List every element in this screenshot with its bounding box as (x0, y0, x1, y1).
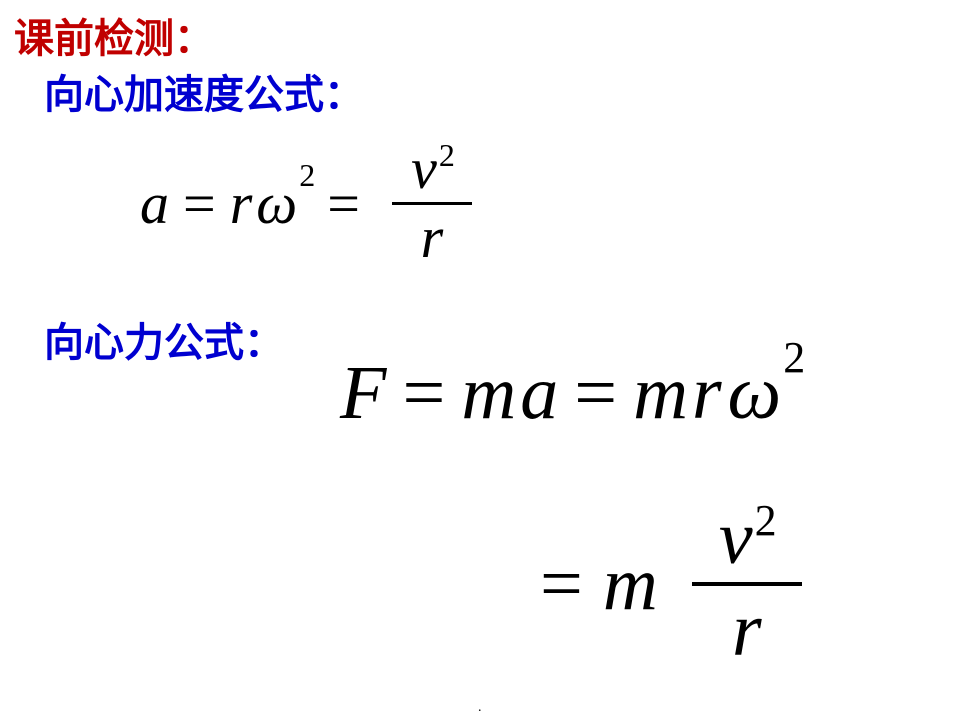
title-main: 课前检测： (14, 6, 214, 64)
sym-v: v (411, 136, 437, 201)
sym-v3-sq: 2 (755, 496, 777, 545)
sym-r-den: r (421, 209, 444, 267)
fraction-mv2-over-r: v2 r (692, 500, 802, 668)
sym-omega: ω (256, 170, 297, 237)
sym-eq-f2: = (574, 350, 617, 437)
sym-equals: = (183, 170, 216, 237)
formula-acceleration: a = r ω 2 = v2 r (140, 140, 472, 267)
sym-F: F (340, 350, 386, 437)
heading-centripetal-acceleration: 向心加速度公式： (44, 62, 364, 120)
sym-sq2: 2 (783, 332, 805, 383)
sym-m3: m (603, 541, 658, 628)
sym-m2: m (633, 350, 688, 437)
slide: 课前检测： 向心加速度公式： a = r ω 2 = v2 r 向心力公式： F… (0, 0, 960, 720)
sym-omega2: ω (728, 350, 782, 437)
sym-v3: v (719, 496, 753, 580)
footer-dot: . (478, 700, 482, 716)
heading-centripetal-force: 向心力公式： (44, 310, 284, 368)
sym-r3: r (732, 592, 762, 668)
formula-force-line1: F = m a = m r ω 2 (340, 350, 803, 437)
sym-eq-f1: = (402, 350, 445, 437)
sym-squared: 2 (299, 157, 315, 194)
sym-a: a (140, 170, 169, 237)
sym-r: r (230, 170, 253, 237)
sym-m1: m (461, 350, 516, 437)
formula-force-line2: = m v2 r (520, 500, 802, 668)
sym-eq-f3: = (540, 541, 583, 628)
sym-r2: r (692, 350, 722, 437)
fraction-v2-over-r: v2 r (392, 140, 472, 267)
sym-equals-2: = (327, 170, 360, 237)
sym-v-sq: 2 (439, 137, 455, 173)
sym-a2: a (520, 350, 558, 437)
